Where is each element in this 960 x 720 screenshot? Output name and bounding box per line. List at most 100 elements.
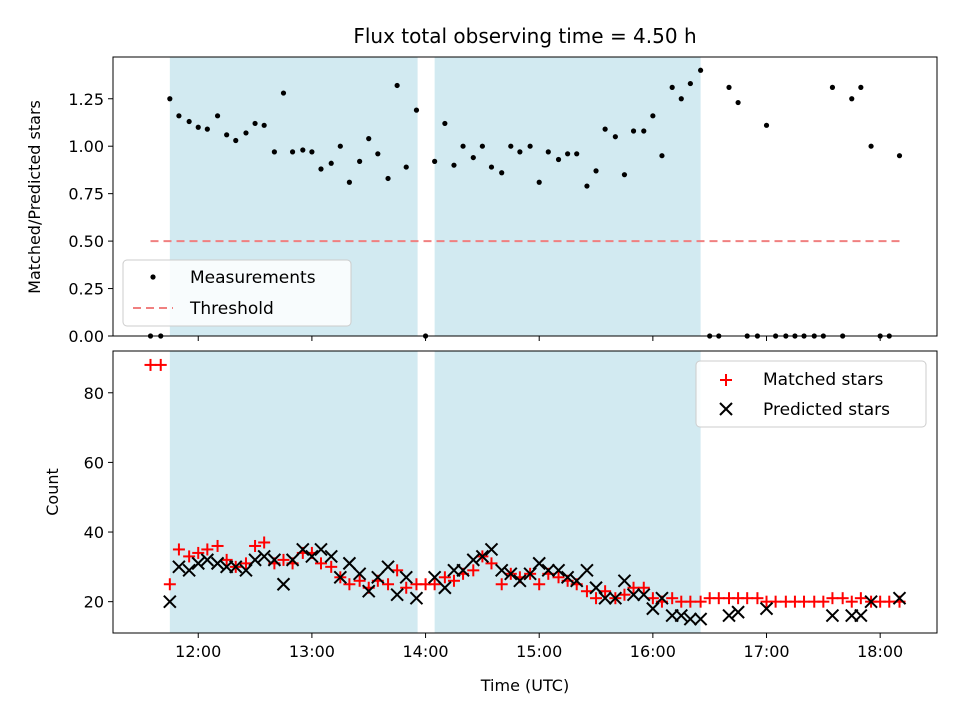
x-tick-label: 15:00 [516,642,562,661]
matched-star-point [751,592,764,605]
measurement-point [195,124,201,130]
x-tick-label: 16:00 [630,642,676,661]
matched-star-point [325,560,338,573]
matched-star-point [467,564,480,577]
predicted-star-point [352,567,367,581]
matched-star-point [826,592,839,605]
predicted-star-point [296,542,310,557]
measurement-point [271,149,277,155]
predicted-star-point [163,594,177,609]
measurement-point [214,113,221,119]
top-panel: 0.00 0.25 0.50 0.75 1.00 1.25 Flux total obse… [25,24,938,346]
predicted-star-point [484,542,499,557]
measurement-point [385,175,391,182]
measurement-point [261,122,267,128]
matched-star-point [599,585,612,598]
predicted-star-point [381,560,395,574]
matched-star-point [845,595,858,608]
matched-star-point [172,543,185,556]
predicted-star-point [229,560,243,574]
measurement-point [593,168,599,174]
measurement-point [858,84,864,90]
measurement-point [896,153,903,159]
matched-star-point [183,550,196,563]
measurement-point [442,120,448,127]
x-axis-label: Time (UTC) [480,676,569,695]
bottom-legend: Matched stars Predicted stars [695,360,927,428]
predicted-star-point [655,591,669,605]
matched-star-point [684,595,697,608]
measurement-point [204,126,210,132]
top-legend-box [122,259,352,327]
predicted-star-point [598,591,612,605]
predicted-star-point [608,591,623,605]
measurement-point [574,151,580,157]
measurement-point [602,126,608,132]
predicted-star-point [475,549,490,564]
matched-star-point [485,557,498,570]
measurement-point [488,164,495,170]
predicted-star-point [438,581,452,595]
predicted-star-point [504,567,518,581]
measurement-point [735,99,741,106]
predicted-star-point [541,563,556,578]
predicted-star-point [551,563,566,578]
predicted-star-point [693,612,708,626]
y-tick-label: 80 [84,384,104,403]
measurement-point [659,153,665,159]
legend-predicted-label: Predicted stars [763,400,890,420]
matched-star-point [201,543,214,556]
matched-star-point [154,358,167,371]
predicted-star-point [305,549,319,564]
bottom-legend-box [695,360,927,428]
predicted-star-point [854,608,868,623]
predicted-star-point [267,553,282,567]
predicted-star-point [276,577,291,591]
measurement-point [243,130,249,136]
matched-star-point [836,592,849,605]
chart-title: Flux total observing time = 4.50 h [353,24,696,48]
matched-star-point [144,358,157,371]
top-y-axis-label: Matched/Predicted stars [25,100,44,294]
matched-star-point [220,553,233,566]
measurement-point [252,120,258,127]
predicted-star-point [333,570,348,585]
y-tick-label: 0.50 [68,232,104,251]
measurement-point [224,132,230,138]
measurement-point [565,151,571,157]
measurement-point [527,143,533,149]
legend-measurements-label: Measurements [190,268,316,288]
predicted-star-point [314,542,328,557]
predicted-star-point [722,608,736,623]
matched-star-point [712,592,725,605]
matched-star-point [646,592,659,605]
matched-star-point [769,595,782,608]
measurement-point [328,160,334,166]
observing-interval-2-1 [169,351,418,633]
predicted-star-point [200,553,215,567]
matched-star-point [382,578,395,591]
predicted-star-point [191,556,205,571]
x-tick-label: 14:00 [402,642,448,661]
measurement-point [289,149,296,155]
matched-star-point [391,564,404,577]
matched-star-point [258,536,271,549]
predicted-star-point [248,553,262,567]
predicted-star-point [731,605,745,619]
matched-star-point [637,581,650,594]
measurement-point [536,179,542,185]
predicted-star-point [427,570,442,585]
matched-star-point [533,578,546,591]
predicted-star-point [683,612,698,626]
measurement-point [309,149,315,155]
measurement-point [300,147,306,153]
measurement-point [650,113,656,119]
legend-matched-marker [720,374,732,386]
measurement-point [621,172,628,178]
measurement-point [479,143,485,149]
measurement-point [829,84,836,90]
matched-star-point [192,546,205,559]
y-tick-label: 0.25 [68,280,104,299]
predicted-star-point [409,591,424,605]
